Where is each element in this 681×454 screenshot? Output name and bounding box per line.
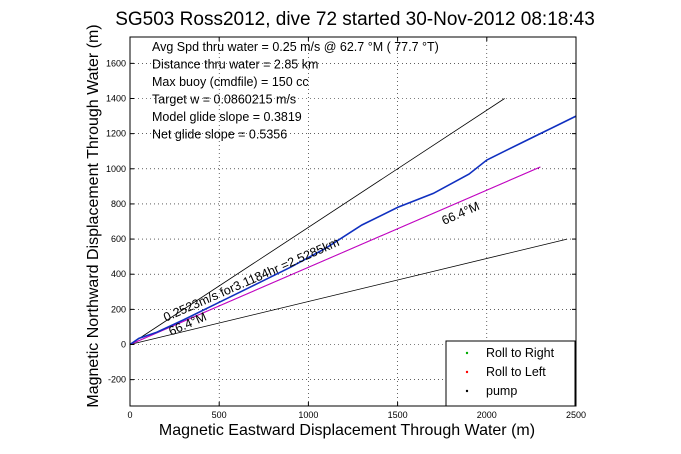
y-tick-label: 800 bbox=[111, 199, 126, 209]
legend-label: Roll to Right bbox=[486, 346, 555, 360]
y-tick-label: 200 bbox=[111, 304, 126, 314]
info-text-block: Avg Spd thru water = 0.25 m/s @ 62.7 °M … bbox=[152, 40, 439, 142]
axis-ticks: 0 500 1000 1500 2000 2500 -200 0 200 400 600 800 100… bbox=[106, 37, 586, 420]
y-tick-label: 600 bbox=[111, 234, 126, 244]
info-line: Model glide slope = 0.3819 bbox=[152, 110, 302, 124]
annotations: 0.2523m/s for3.1184hr =2.5285km66.4°M66.… bbox=[161, 199, 481, 338]
chart-title: SG503 Ross2012, dive 72 started 30-Nov-2… bbox=[115, 9, 595, 30]
x-tick-label: 500 bbox=[212, 410, 227, 420]
x-axis-label: Magnetic Eastward Displacement Through W… bbox=[159, 422, 535, 439]
legend-box bbox=[445, 340, 576, 407]
legend: Roll to Right Roll to Left pump bbox=[445, 340, 576, 407]
y-tick-label: 400 bbox=[111, 269, 126, 279]
x-tick-label: 0 bbox=[127, 410, 132, 420]
x-tick-label: 1000 bbox=[298, 410, 318, 420]
series-layer bbox=[129, 98, 577, 346]
annotation: 66.4°M bbox=[440, 199, 482, 228]
series-black-line-2 bbox=[129, 238, 568, 345]
x-tick-label: 2000 bbox=[477, 410, 497, 420]
y-tick-label: 1000 bbox=[106, 164, 126, 174]
y-tick-label: 1600 bbox=[106, 58, 126, 68]
x-tick-label: 2500 bbox=[566, 410, 586, 420]
y-tick-label: -200 bbox=[108, 375, 126, 385]
info-line: Max buoy (cmdfile) = 150 cc bbox=[152, 75, 309, 89]
y-tick-label: 1200 bbox=[106, 129, 126, 139]
legend-marker bbox=[465, 351, 469, 355]
y-tick-label: 0 bbox=[121, 340, 126, 350]
legend-marker bbox=[465, 389, 469, 393]
x-tick-label: 1500 bbox=[388, 410, 408, 420]
legend-marker bbox=[465, 370, 469, 374]
legend-label: Roll to Left bbox=[486, 365, 546, 379]
series-black-line-0 bbox=[129, 98, 505, 345]
y-tick-label: 1400 bbox=[106, 94, 126, 104]
plot-area-frame bbox=[129, 36, 577, 407]
info-line: Net glide slope = 0.5356 bbox=[152, 128, 287, 142]
info-line: Distance thru water = 2.85 km bbox=[152, 58, 318, 72]
annotation: 0.2523m/s for3.1184hr =2.5285km bbox=[161, 235, 341, 324]
info-line: Target w = 0.0860215 m/s bbox=[152, 93, 296, 107]
series-magenta-line-3 bbox=[129, 166, 541, 345]
series-blue-track-4 bbox=[129, 115, 577, 346]
legend-label: pump bbox=[486, 384, 517, 398]
info-line: Avg Spd thru water = 0.25 m/s @ 62.7 °M … bbox=[152, 40, 439, 54]
y-axis-label: Magnetic Northward Displacement Through … bbox=[85, 24, 102, 407]
